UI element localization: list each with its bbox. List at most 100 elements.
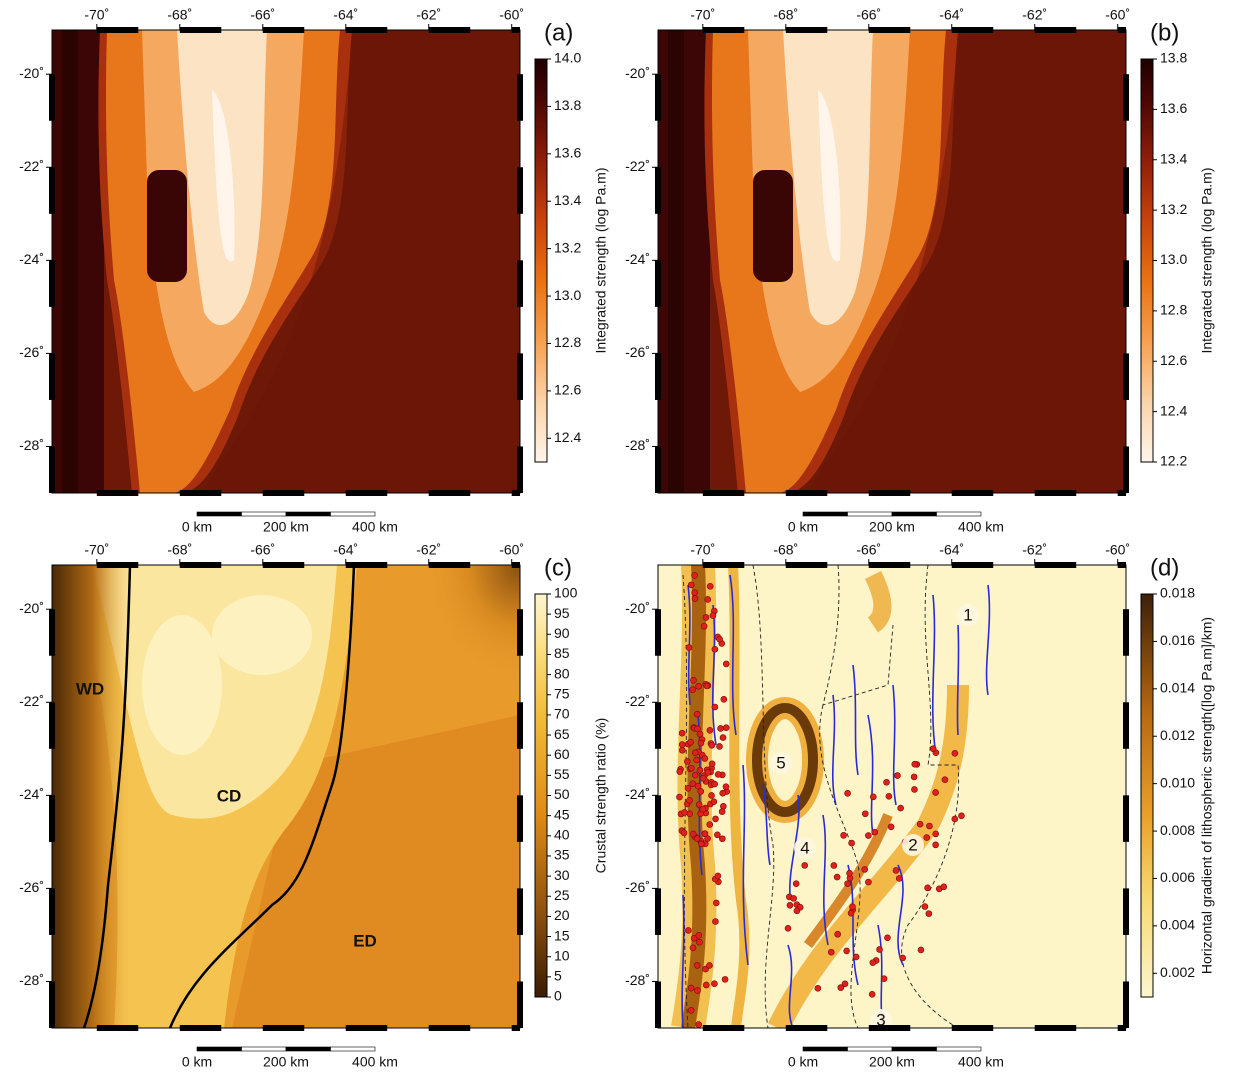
quake-dot [834,874,840,880]
quake-dot [787,902,793,908]
lat-tick-label: -26˚ [19,344,44,360]
lon-tick-label: -64˚ [333,542,358,558]
frame-segment [1123,353,1129,400]
region-number: 4 [800,838,809,857]
frame-segment [869,490,910,496]
quake-dot [719,809,725,815]
quake-dot [686,645,692,651]
colorbar-tick-label: 65 [554,726,570,742]
lat-tick-label: -28˚ [625,437,650,453]
frame-segment [49,353,55,400]
colorbar-tick-label: 13.8 [1160,50,1187,66]
map-b [658,30,1126,493]
colorbar-tick-label: 13.6 [554,145,581,161]
quake-dot [828,949,834,955]
lon-tick-label: -60˚ [499,7,524,23]
lon-tick-label: -60˚ [499,542,524,558]
quake-dot [933,789,939,795]
quake-dot [712,646,718,652]
quake-dot [688,1007,694,1013]
quake-dot [918,947,924,953]
quake-dot [926,911,932,917]
colorbar [1141,59,1153,462]
scalebar-label: 200 km [869,1054,915,1070]
scalebar-label: 400 km [958,519,1004,535]
scalebar-segment [286,512,331,516]
frame-segment [429,490,470,496]
scalebar-segment [331,1047,376,1051]
frame-segment [49,167,55,214]
lon-tick-label: -62˚ [1022,7,1047,23]
frame-segment [655,609,661,656]
colorbar-tick-label: 12.4 [554,429,581,445]
panel-label: (a) [544,19,573,46]
lat-tick-label: -20˚ [625,65,650,81]
frame-segment [952,562,993,568]
colorbar-tick-label: 25 [554,887,570,903]
frame-segment [1035,27,1076,33]
frame-segment [49,702,55,749]
scalebar-label: 0 km [182,519,212,535]
quake-dot [926,823,932,829]
colorbar-tick-label: 30 [554,867,570,883]
domain-label: CD [217,786,242,805]
colorbar-tick-label: 0.016 [1160,632,1195,648]
frame-segment [655,167,661,214]
quake-dot [713,900,719,906]
frame-segment [346,562,387,568]
panel-label: (c) [544,554,572,581]
colorbar-tick-label: 0.018 [1160,585,1195,601]
frame-segment [703,27,744,33]
frame-segment [1123,446,1129,493]
quake-dot [862,866,868,872]
colorbar [535,59,547,462]
lon-tick-label: -70˚ [84,7,109,23]
colorbar-title: Integrated strength (log Pa.m) [593,168,609,354]
frame-segment [49,260,55,307]
lon-tick-label: -62˚ [1022,542,1047,558]
scalebar-segment [937,512,982,516]
frame-segment [1123,260,1129,307]
lat-tick-label: -22˚ [625,158,650,174]
colorbar-tick-label: 0 [554,988,562,1004]
quake-dot [677,769,683,775]
frame-segment [49,609,55,656]
frame-segment [517,981,523,1028]
quake-dot [893,867,899,873]
scalebar-segment [803,512,848,516]
quake-dot [695,988,701,994]
frame-segment [346,490,387,496]
lat-tick-label: -24˚ [625,251,650,267]
lon-tick-label: -64˚ [939,7,964,23]
quake-dot [845,881,851,887]
quake-dot [702,755,708,761]
quake-dot [723,784,729,790]
scalebar-label: 400 km [352,519,398,535]
quake-dot [848,910,854,916]
frame-segment [786,1025,827,1031]
quake-dot [711,981,717,987]
colorbar-tick-label: 95 [554,605,570,621]
quake-dot [689,1038,695,1044]
lon-tick-label: -64˚ [333,7,358,23]
colorbar-tick-label: 12.4 [1160,402,1187,418]
scalebar-segment [242,512,287,516]
quake-dot [698,788,704,794]
quake-dot [685,785,691,791]
quake-dot [692,572,698,578]
quake-dot [922,904,928,910]
quake-dot [712,704,718,710]
quake-dot [717,636,723,642]
lon-tick-label: -66˚ [856,7,881,23]
frame-segment [655,260,661,307]
quake-dot [815,985,821,991]
frame-segment [869,27,910,33]
map-c: WD CD ED [52,565,520,1028]
quake-dot [702,831,708,837]
frame-segment [517,446,523,493]
scalebar-segment [848,512,893,516]
scalebar-segment [892,512,937,516]
quake-dot [870,794,876,800]
quake-dot [865,879,871,885]
quake-dot [898,805,904,811]
